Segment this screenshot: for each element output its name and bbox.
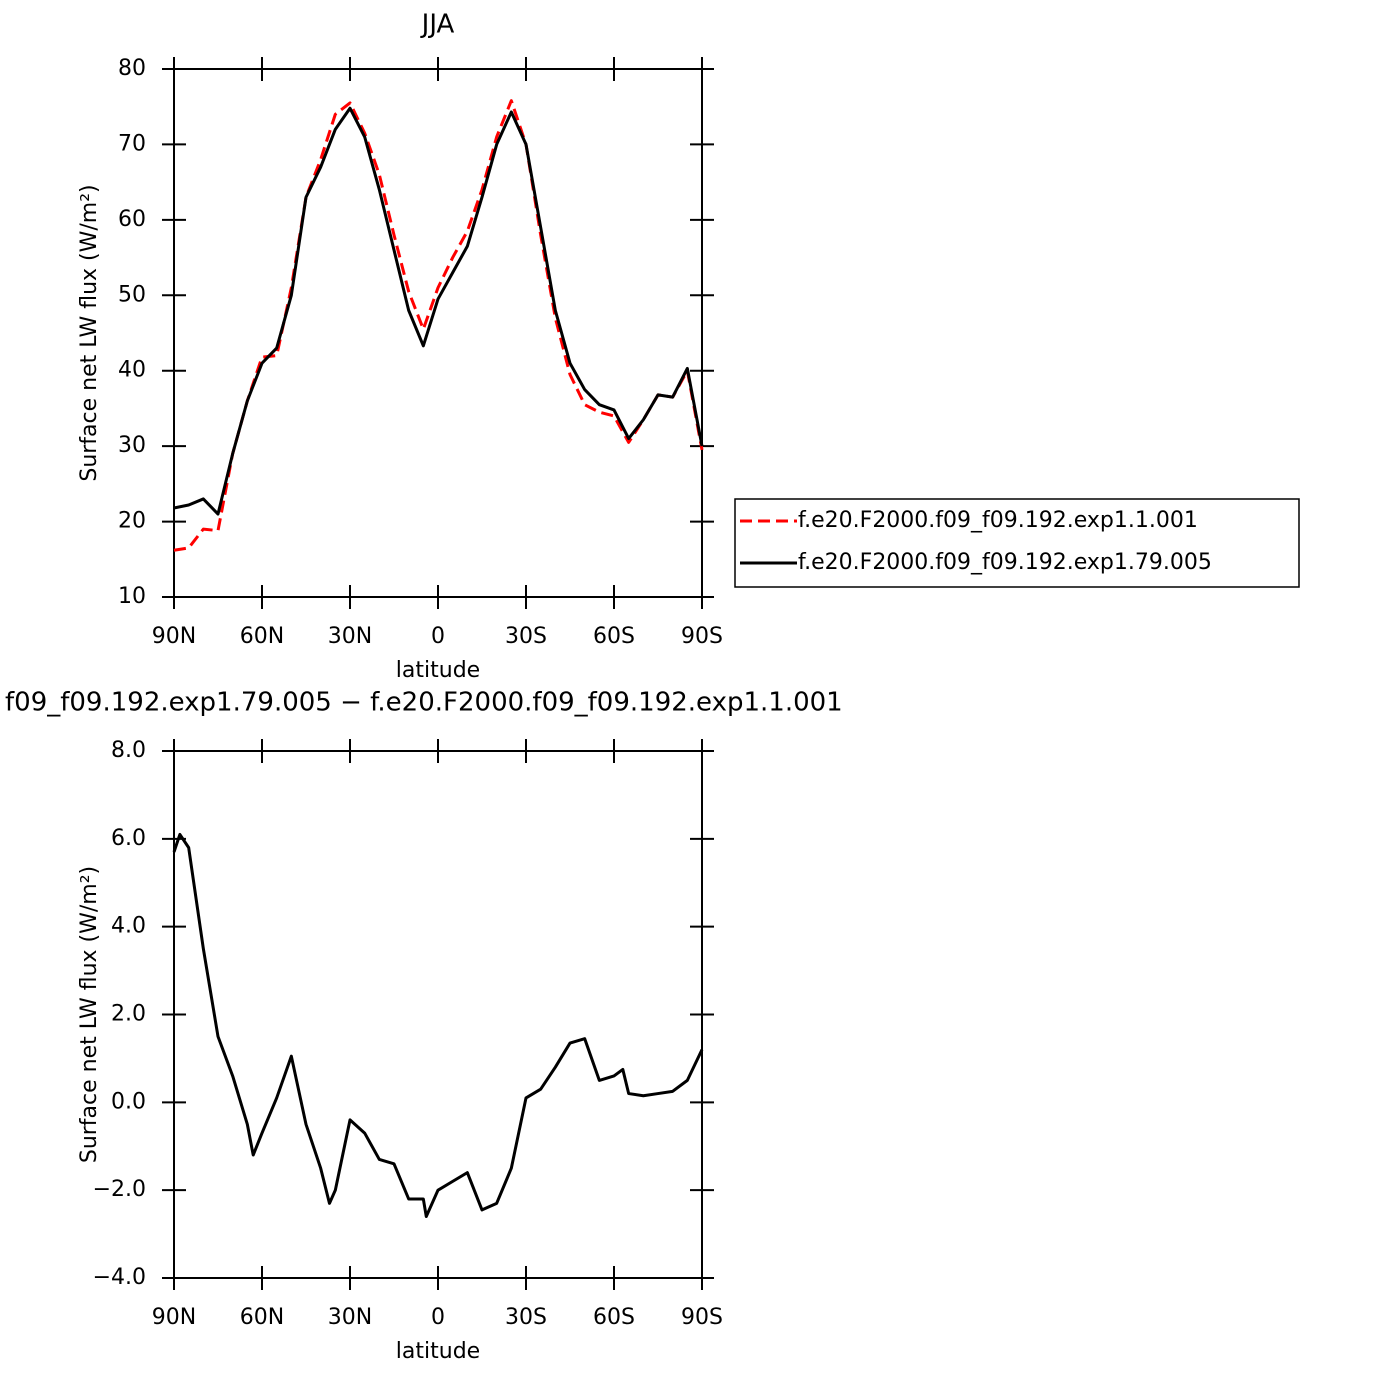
x-tick-label: 90N	[152, 624, 196, 649]
y-tick-label: 10	[118, 584, 146, 609]
y-tick-label: 2.0	[111, 1002, 146, 1027]
x-tick-label: 30S	[505, 1305, 547, 1330]
legend-box	[734, 498, 1300, 588]
y-tick-label: 80	[118, 56, 146, 81]
y-axis-label: Surface net LW flux (W/m²)	[77, 184, 102, 481]
plot-frame	[173, 750, 703, 1279]
y-tick-label: 20	[118, 509, 146, 534]
y-tick-label: −4.0	[93, 1265, 146, 1290]
x-tick-label: 90S	[681, 1305, 723, 1330]
y-tick-label: 40	[118, 358, 146, 383]
y-tick-label: 60	[118, 207, 146, 232]
y-tick-label: 4.0	[111, 914, 146, 939]
y-axis-label: Surface net LW flux (W/m²)	[77, 866, 102, 1163]
legend-label: f.e20.F2000.f09_f09.192.exp1.79.005	[798, 550, 1212, 575]
legend-label: f.e20.F2000.f09_f09.192.exp1.1.001	[798, 508, 1198, 533]
x-tick-label: 0	[431, 624, 445, 649]
y-tick-label: 50	[118, 282, 146, 307]
data-line	[172, 832, 704, 1219]
x-tick-label: 30N	[328, 624, 372, 649]
y-tick-label: 8.0	[111, 738, 146, 763]
y-tick-label: 0.0	[111, 1089, 146, 1114]
x-tick-label: 0	[431, 1305, 445, 1330]
y-tick-label: −2.0	[93, 1177, 146, 1202]
y-tick-label: 6.0	[111, 826, 146, 851]
x-tick-label: 30N	[328, 1305, 372, 1330]
y-tick-label: 30	[118, 433, 146, 458]
x-tick-label: 60N	[240, 1305, 284, 1330]
x-tick-label: 90N	[152, 1305, 196, 1330]
x-axis-label: latitude	[396, 658, 480, 683]
chart-title: f09_f09.192.exp1.79.005 − f.e20.F2000.f0…	[5, 688, 843, 718]
plot-frame	[173, 68, 703, 598]
x-tick-label: 90S	[681, 624, 723, 649]
data-line	[173, 106, 704, 516]
x-axis-label: latitude	[396, 1339, 480, 1364]
data-line	[173, 99, 704, 552]
x-tick-label: 60S	[593, 624, 635, 649]
x-tick-label: 60N	[240, 624, 284, 649]
chart-title: JJA	[420, 10, 455, 40]
x-tick-label: 30S	[505, 624, 547, 649]
x-tick-label: 60S	[593, 1305, 635, 1330]
y-tick-label: 70	[118, 131, 146, 156]
